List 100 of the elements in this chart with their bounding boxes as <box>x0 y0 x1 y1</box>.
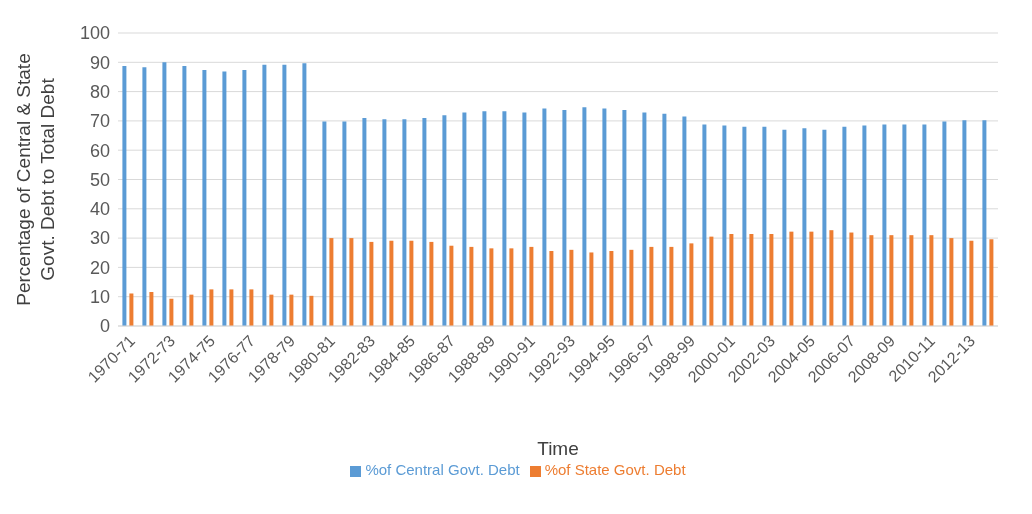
bar <box>282 64 287 326</box>
bar <box>449 245 454 326</box>
bar <box>882 124 887 326</box>
bar <box>702 124 707 326</box>
bar <box>869 235 874 326</box>
y-tick-label: 60 <box>89 140 110 161</box>
bar <box>249 289 254 326</box>
bar <box>209 289 214 326</box>
y-tick-label: 10 <box>89 287 110 308</box>
bar <box>762 126 767 326</box>
bar <box>462 112 467 326</box>
bar <box>749 234 754 326</box>
bar <box>189 294 194 326</box>
bar <box>969 240 974 326</box>
bar <box>822 129 827 326</box>
bar <box>222 71 227 326</box>
bar <box>662 113 667 326</box>
bar <box>149 292 154 326</box>
bar <box>569 249 574 326</box>
y-tick-label: 100 <box>79 23 110 44</box>
bar <box>409 240 414 326</box>
bar <box>429 241 434 326</box>
bar <box>689 243 694 326</box>
bar <box>669 246 674 326</box>
y-tick-label: 20 <box>89 257 110 278</box>
bar <box>542 108 547 326</box>
bar <box>949 238 954 326</box>
bar <box>889 235 894 326</box>
bar <box>589 252 594 326</box>
bar <box>142 67 147 326</box>
bar <box>369 241 374 326</box>
bar <box>622 110 627 326</box>
bar <box>389 240 394 326</box>
bar <box>129 293 134 326</box>
bar <box>849 232 854 326</box>
bar <box>362 117 367 326</box>
bar <box>809 231 814 326</box>
bar <box>982 120 987 326</box>
bar <box>122 66 127 326</box>
bar <box>729 234 734 326</box>
y-tick-label: 40 <box>89 199 110 220</box>
bar <box>342 121 347 326</box>
bar <box>709 236 714 326</box>
bar <box>789 231 794 326</box>
bar <box>289 294 294 326</box>
y-tick-label: 70 <box>89 111 110 132</box>
bar <box>549 250 554 326</box>
bar <box>329 238 334 326</box>
bar <box>169 298 174 326</box>
bar <box>602 108 607 326</box>
bar <box>322 121 327 326</box>
bar <box>309 295 314 326</box>
bar <box>269 294 274 326</box>
bar <box>582 107 587 326</box>
bar <box>349 238 354 326</box>
bar <box>842 126 847 326</box>
y-tick-label: 0 <box>99 316 110 337</box>
bar <box>502 111 507 326</box>
y-tick-label: 30 <box>89 228 110 249</box>
bar <box>182 66 187 326</box>
bar <box>629 249 634 326</box>
y-tick-label: 80 <box>89 81 110 102</box>
bar <box>769 234 774 326</box>
bar <box>942 121 947 326</box>
bar <box>909 235 914 326</box>
bar <box>722 125 727 326</box>
bar <box>489 248 494 326</box>
legend-label: %of State Govt. Debt <box>544 461 686 478</box>
bar <box>202 69 207 326</box>
bar <box>782 129 787 326</box>
bar <box>229 289 234 326</box>
bar <box>642 112 647 326</box>
bar <box>989 239 994 326</box>
bar <box>382 119 387 326</box>
bar <box>862 125 867 326</box>
y-axis-title: Percentage of Central & State Govt. Debt to Total Debt <box>13 53 58 306</box>
y-tick-label: 90 <box>89 52 110 73</box>
bar <box>302 63 307 326</box>
bar <box>829 230 834 326</box>
bar <box>802 128 807 326</box>
bar <box>522 112 527 326</box>
bar <box>962 120 967 326</box>
bar <box>442 115 447 326</box>
bar <box>649 246 654 326</box>
bar <box>682 116 687 326</box>
bar <box>242 69 247 326</box>
bar <box>742 126 747 326</box>
bar <box>469 246 474 326</box>
bar <box>902 124 907 326</box>
bar <box>162 62 167 326</box>
bar <box>262 64 267 326</box>
x-axis-title: Time <box>537 438 579 459</box>
bar <box>529 246 534 326</box>
legend-label: %of Central Govt. Debt <box>365 461 520 478</box>
y-tick-label: 50 <box>89 169 110 190</box>
bar <box>609 250 614 326</box>
bar <box>922 124 927 326</box>
bar <box>402 119 407 326</box>
bar <box>562 110 567 326</box>
bar <box>422 117 427 326</box>
